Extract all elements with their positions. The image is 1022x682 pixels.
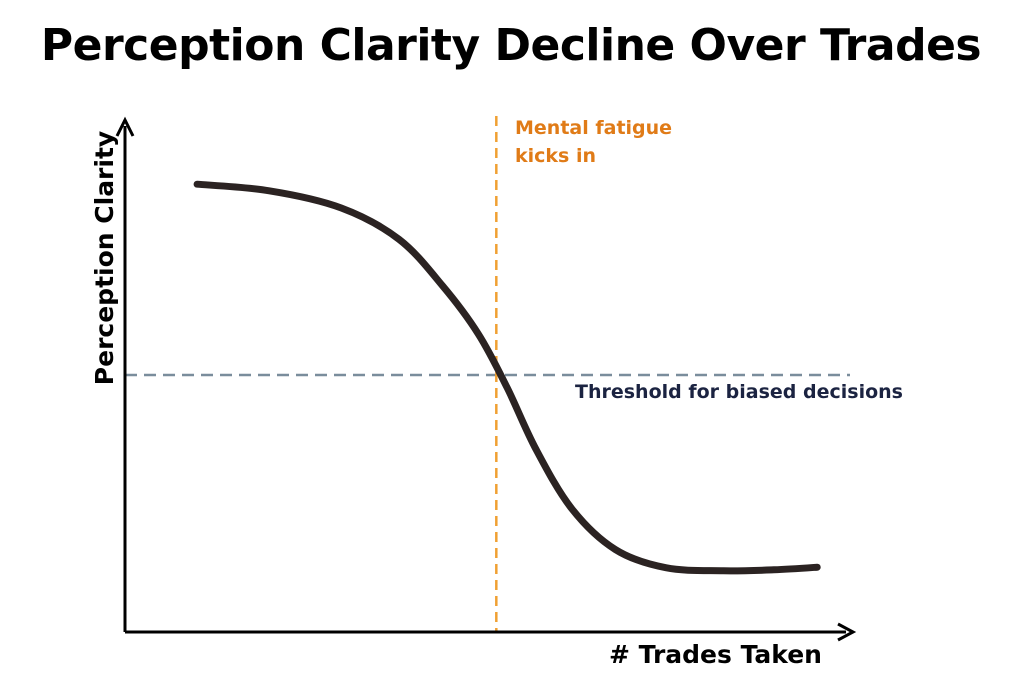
fatigue-annotation-line-2: kicks in — [515, 145, 596, 167]
threshold-annotation: Threshold for biased decisions — [575, 381, 903, 403]
series-line — [193, 180, 821, 575]
x-axis-label: # Trades Taken — [609, 640, 822, 669]
chart-title: Perception Clarity Decline Over Trades — [40, 20, 982, 71]
x-axis-arrow-icon — [837, 622, 857, 642]
y-axis-label: Perception Clarity — [90, 131, 119, 385]
y-axis-arrow-icon — [115, 116, 135, 137]
fatigue-annotation-line-1: Mental fatigue — [515, 117, 672, 139]
